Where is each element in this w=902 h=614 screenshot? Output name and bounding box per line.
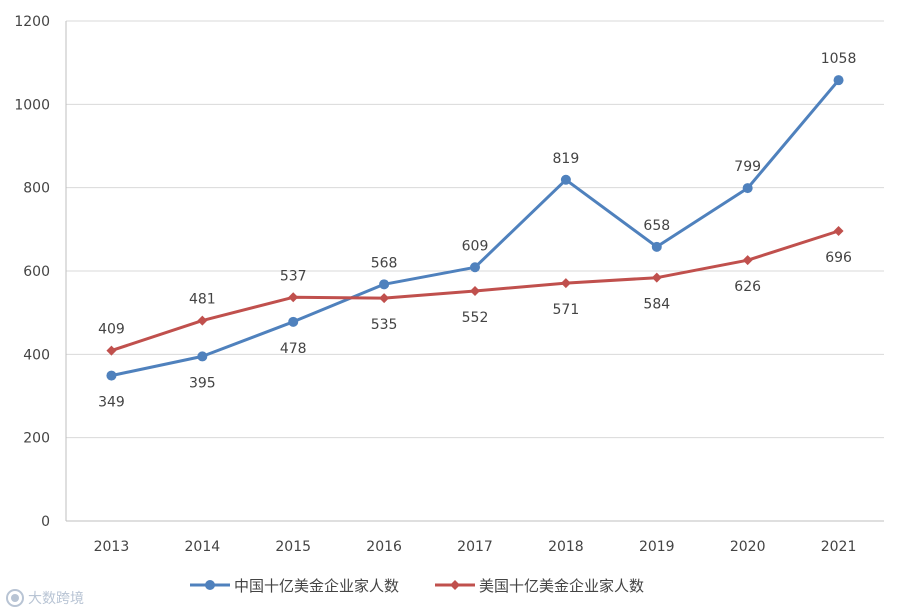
data-point-diamond: [288, 292, 299, 303]
data-point-diamond: [742, 255, 753, 266]
data-point-circle: [106, 370, 117, 381]
x-tick-label: 2016: [366, 539, 402, 555]
x-tick-label: 2017: [457, 539, 493, 555]
y-tick-label: 1000: [14, 97, 50, 113]
data-point-diamond: [651, 272, 662, 283]
data-point-circle: [560, 174, 571, 185]
data-point-circle: [197, 351, 208, 362]
data-point-circle: [742, 183, 753, 194]
x-tick-label: 2013: [94, 539, 130, 555]
data-point-circle: [379, 279, 390, 290]
data-point-circle: [288, 316, 299, 327]
data-label: 584: [643, 297, 670, 313]
data-label: 626: [734, 279, 761, 295]
legend-item-usa: 美国十亿美金企业家人数: [435, 575, 644, 596]
data-label: 1058: [821, 51, 857, 67]
legend-label-china: 中国十亿美金企业家人数: [234, 576, 400, 595]
y-tick-label: 400: [23, 347, 50, 363]
data-label: 609: [462, 238, 489, 254]
data-label: 658: [643, 218, 670, 234]
x-tick-label: 2018: [548, 539, 584, 555]
x-tick-label: 2021: [821, 539, 857, 555]
data-point-circle: [833, 75, 844, 86]
data-label: 819: [553, 151, 580, 167]
x-tick-label: 2015: [275, 539, 311, 555]
watermark-text: 大数跨境: [28, 591, 84, 607]
y-tick-label: 800: [23, 181, 50, 197]
data-label: 409: [98, 322, 125, 338]
data-point-diamond: [106, 345, 117, 356]
series-layer: [106, 75, 844, 381]
legend: 中国十亿美金企业家人数 美国十亿美金企业家人数: [190, 573, 680, 597]
data-label: 799: [734, 159, 761, 175]
data-point-circle: [470, 262, 480, 273]
data-label: 395: [189, 375, 216, 391]
axes: 0 200 400 600 800 1000 1200 2013 2014 2015 2016 201…: [14, 14, 884, 555]
y-tick-label: 200: [23, 431, 50, 447]
y-tick-label: 0: [41, 514, 50, 530]
data-label: 552: [462, 310, 489, 326]
data-label: 481: [189, 292, 216, 308]
x-tick-label: 2019: [639, 539, 675, 555]
data-point-diamond: [470, 286, 480, 296]
data-label: 696: [825, 250, 852, 266]
data-point-diamond: [833, 226, 844, 236]
legend-item-china: 中国十亿美金企业家人数: [190, 575, 399, 596]
data-labels: 349 395 478 568 609 819 658 799 1058 409 481 537 535…: [98, 51, 856, 410]
legend-line-marker-diamond-icon: [435, 580, 476, 590]
legend-label-usa: 美国十亿美金企业家人数: [479, 576, 645, 595]
data-label: 349: [98, 395, 125, 411]
data-point-circle: [651, 241, 662, 252]
data-point-diamond: [379, 293, 390, 304]
data-point-diamond: [560, 278, 571, 289]
y-tick-label: 600: [23, 264, 50, 280]
data-label: 568: [371, 255, 398, 271]
data-label: 535: [371, 317, 398, 333]
data-point-diamond: [197, 315, 208, 326]
watermark: 大数跨境: [6, 588, 84, 608]
y-tick-label: 1200: [14, 14, 50, 30]
legend-line-marker-circle-icon: [190, 580, 230, 590]
data-label: 478: [280, 341, 307, 357]
x-tick-label: 2014: [185, 539, 221, 555]
data-label: 571: [553, 302, 580, 318]
brand-logo-icon: [6, 589, 24, 607]
series-line-china: [111, 79, 840, 378]
x-tick-label: 2020: [730, 539, 766, 555]
data-label: 537: [280, 268, 307, 284]
